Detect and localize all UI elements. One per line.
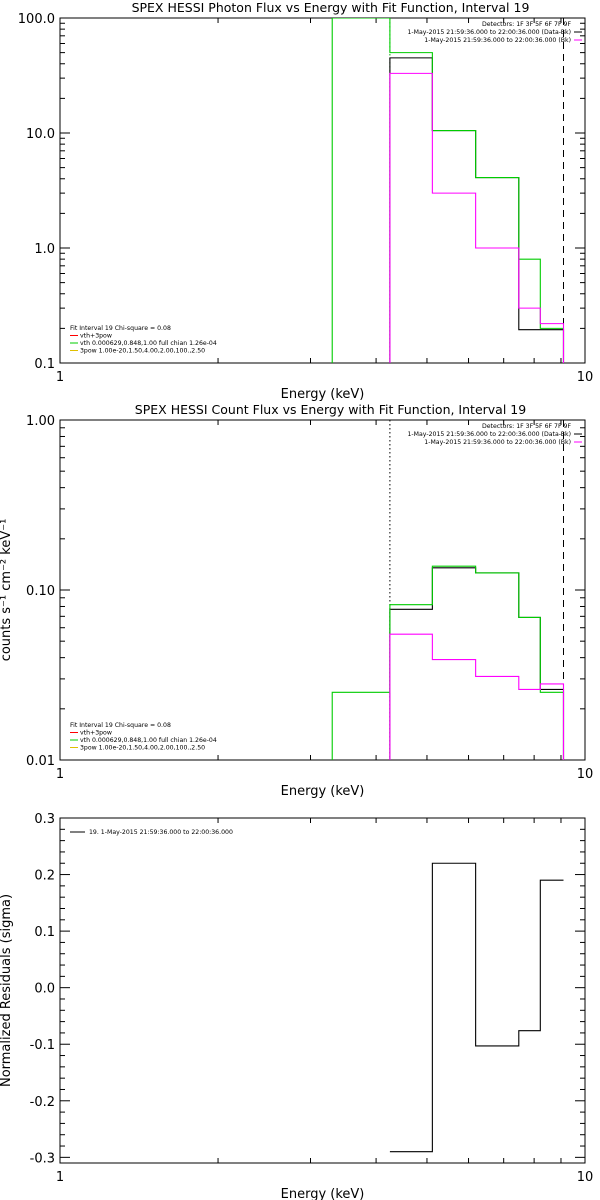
chart-panel-3: 1 10 -0.3 -0.2 -0.1 0.0 0.1 0.2 0.3 Energy (keV) N… [0, 812, 593, 1200]
legend-entry: vth+3pow [80, 730, 112, 737]
data-series-3 [389, 72, 565, 363]
chart-title: SPEX HESSI Photon Flux vs Energy with Fi… [132, 0, 530, 15]
data-series-1 [389, 862, 564, 1153]
y-axis-label: Normalized Residuals (sigma) [0, 894, 14, 1087]
legend-entry: Detectors: 1F 3F 5F 6F 7F 9F [482, 21, 571, 28]
y-tick-label: 0.0 [34, 982, 55, 997]
chart-panel-2: SPEX HESSI Count Flux vs Energy with Fit… [0, 402, 594, 799]
data-layer [389, 862, 564, 1153]
y-tick-label: -0.3 [30, 1151, 55, 1166]
x-tick-label: 1 [56, 1170, 64, 1185]
data-series-2 [331, 565, 565, 760]
y-tick-label: 0.01 [26, 754, 55, 769]
data-series-2 [331, 18, 565, 363]
y-tick-label: 1.00 [26, 414, 55, 429]
legend-entry: 1-May-2015 21:59:36.000 to 22:00:36.000 … [408, 431, 572, 438]
data-layer [331, 18, 565, 363]
chart-panel-1: SPEX HESSI Photon Flux vs Energy with Fi… [18, 0, 594, 402]
plot-frame [59, 17, 586, 364]
data-series-3 [389, 633, 565, 760]
legend-entry: 1-May-2015 21:59:36.000 to 22:00:36.000 … [424, 37, 571, 44]
chart-title: SPEX HESSI Count Flux vs Energy with Fit… [135, 402, 526, 417]
y-tick-label: -0.1 [30, 1038, 55, 1053]
y-tick-label: 10.0 [26, 127, 55, 142]
legend-entry: 3pow 1.00e-20,1.50,4.00,2.00,100.,2.50 [80, 745, 205, 752]
data-series-1 [389, 57, 565, 363]
x-tick-label: 10 [577, 767, 594, 782]
plot-frame [59, 419, 586, 761]
data-series-1 [389, 567, 565, 760]
y-tick-label: 0.1 [34, 357, 55, 372]
legend-entry: vth 0.000629,0.848,1.00 full chian 1.26e… [80, 737, 217, 744]
y-tick-label: 0.2 [34, 869, 55, 884]
y-tick-label: -0.2 [30, 1095, 55, 1110]
legend-entry: Detectors: 1F 3F 5F 6F 7F 9F [482, 423, 571, 430]
y-tick-label: 100.0 [18, 12, 55, 27]
legend-entry: Fit Interval 19 Chi-square = 0.08 [70, 722, 171, 729]
x-axis-label: Energy (keV) [281, 1187, 365, 1200]
x-tick-label: 10 [577, 1170, 594, 1185]
y-tick-label: 0.10 [26, 584, 55, 599]
legend-entry: 1-May-2015 21:59:36.000 to 22:00:36.000 … [408, 29, 572, 36]
plot-frame [59, 817, 586, 1164]
x-tick-label: 10 [577, 370, 594, 385]
x-axis-label: Energy (keV) [281, 387, 365, 402]
legend-entry: 3pow 1.00e-20,1.50,4.00,2.00,100.,2.50 [80, 348, 205, 355]
data-layer [331, 420, 565, 760]
legend-entry: 19. 1-May-2015 21:59:36.000 to 22:00:36.… [89, 829, 233, 836]
legend-entry: Fit Interval 19 Chi-square = 0.08 [70, 325, 171, 332]
x-tick-label: 1 [56, 767, 64, 782]
x-axis-label: Energy (keV) [281, 784, 365, 799]
legend-entry: vth+3pow [80, 333, 112, 340]
y-axis-label: counts s⁻¹ cm⁻² keV⁻¹ [0, 519, 14, 662]
y-tick-label: 1.0 [34, 242, 55, 257]
legend-entry: 1-May-2015 21:59:36.000 to 22:00:36.000 … [424, 439, 571, 446]
legend-entry: vth 0.000629,0.848,1.00 full chian 1.26e… [80, 340, 217, 347]
x-tick-label: 1 [56, 370, 64, 385]
y-tick-label: 0.1 [34, 925, 55, 940]
y-tick-label: 0.3 [34, 812, 55, 827]
